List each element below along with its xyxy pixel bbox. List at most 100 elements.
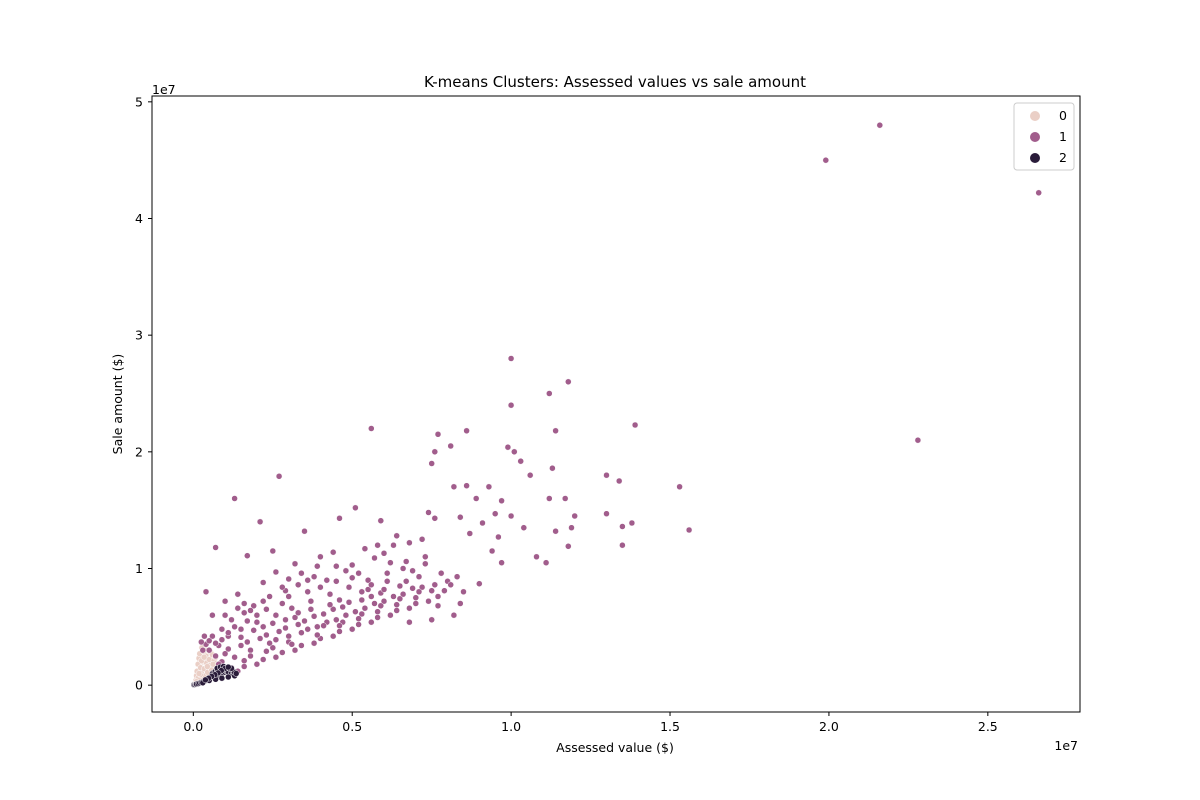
data-point-cluster-1 (402, 578, 410, 585)
data-point-cluster-1 (504, 443, 512, 451)
x-tick-label: 1.5 (660, 719, 680, 734)
data-point-cluster-1 (310, 639, 318, 647)
data-point-cluster-1 (428, 587, 435, 594)
data-point-cluster-1 (298, 642, 305, 649)
data-point-cluster-1 (552, 427, 559, 435)
data-point-cluster-1 (377, 517, 385, 524)
data-point-cluster-1 (307, 597, 315, 605)
data-point-cluster-1 (520, 524, 528, 531)
data-point-cluster-1 (437, 569, 445, 577)
data-point-cluster-1 (425, 597, 432, 605)
data-point-cluster-1 (348, 625, 356, 633)
data-point-cluster-1 (304, 576, 311, 584)
data-point-cluster-1 (291, 560, 299, 568)
points-layer (190, 121, 1042, 689)
data-point-cluster-1 (406, 618, 413, 626)
x-tick-label: 2.5 (978, 719, 998, 734)
data-point-cluster-1 (266, 639, 273, 647)
data-point-cluster-1 (209, 611, 216, 619)
data-point-cluster-1 (876, 121, 884, 129)
data-point-cluster-1 (272, 653, 280, 661)
y-offset-label: 1e7 (152, 82, 176, 97)
data-point-cluster-1 (434, 431, 442, 438)
data-point-cluster-1 (387, 611, 394, 619)
data-point-cluster-1 (361, 604, 369, 612)
data-point-cluster-1 (542, 559, 550, 566)
data-point-cluster-1 (272, 611, 280, 619)
data-point-cluster-1 (399, 565, 407, 572)
data-point-cluster-1 (231, 495, 238, 502)
data-point-cluster-1 (368, 581, 375, 589)
data-point-cluster-1 (425, 509, 432, 516)
data-point-cluster-2 (232, 670, 240, 677)
legend-marker-2 (1030, 153, 1040, 163)
data-point-cluster-1 (685, 526, 693, 534)
data-point-cluster-1 (237, 625, 245, 633)
data-point-cluster-1 (368, 618, 375, 626)
data-point-cluster-1 (631, 421, 639, 429)
legend-label-2: 2 (1059, 150, 1067, 165)
data-point-cluster-1 (310, 573, 318, 580)
data-point-cluster-2 (218, 674, 226, 682)
data-point-cluster-1 (336, 622, 343, 629)
data-point-cluster-1 (368, 593, 375, 600)
x-tick-label: 0.0 (183, 719, 203, 734)
data-point-cluster-1 (368, 425, 375, 432)
data-point-cluster-1 (396, 582, 404, 590)
data-point-cluster-1 (253, 611, 261, 619)
data-point-cluster-1 (269, 620, 277, 627)
data-point-cluster-1 (571, 512, 578, 520)
data-point-cluster-1 (259, 623, 267, 631)
data-point-cluster-1 (256, 635, 264, 642)
y-tick-label: 4 (135, 211, 143, 226)
data-point-cluster-1 (412, 594, 420, 601)
data-point-cluster-1 (304, 588, 311, 596)
data-point-cluster-1 (256, 518, 264, 526)
data-point-cluster-1 (301, 617, 308, 625)
data-point-cluster-1 (263, 648, 270, 655)
data-point-cluster-1 (209, 632, 216, 640)
y-tick-label: 0 (135, 678, 143, 693)
data-point-cluster-1 (549, 464, 556, 472)
legend: 0 1 2 (1013, 102, 1075, 171)
data-point-cluster-1 (244, 552, 251, 559)
data-point-cluster-1 (422, 553, 429, 561)
data-point-cluster-1 (202, 588, 210, 596)
data-point-cluster-1 (198, 638, 205, 646)
data-point-cluster-1 (247, 607, 254, 614)
data-point-cluster-1 (212, 639, 219, 647)
y-tick-label: 1 (135, 561, 143, 576)
data-point-cluster-1 (479, 519, 486, 527)
data-point-cluster-1 (463, 427, 470, 435)
data-point-cluster-1 (355, 615, 362, 622)
data-point-cluster-1 (304, 625, 311, 633)
data-point-cluster-1 (447, 581, 454, 589)
data-point-cluster-1 (568, 524, 575, 531)
data-point-cluster-1 (275, 473, 283, 480)
data-point-cluster-1 (244, 638, 251, 646)
data-point-cluster-1 (326, 590, 334, 598)
data-point-cluster-1 (272, 636, 280, 643)
data-point-cluster-1 (472, 495, 480, 502)
data-point-cluster-1 (336, 596, 343, 604)
data-point-cluster-1 (619, 541, 626, 549)
y-tick-label: 2 (135, 444, 143, 459)
data-point-cluster-1 (393, 607, 400, 614)
data-point-cluster-1 (221, 597, 229, 605)
data-point-cluster-1 (453, 573, 461, 580)
data-point-cluster-1 (546, 390, 553, 397)
data-point-cluster-1 (441, 587, 448, 594)
data-point-cluster-1 (348, 561, 356, 569)
data-point-cluster-1 (415, 573, 423, 580)
data-point-cluster-1 (396, 595, 404, 603)
data-point-cluster-1 (221, 611, 229, 619)
data-point-cluster-1 (352, 608, 359, 615)
data-point-cluster-1 (498, 559, 505, 566)
data-point-cluster-1 (231, 623, 238, 631)
data-point-cluster-1 (314, 631, 321, 639)
data-point-cluster-1 (285, 593, 292, 600)
data-point-cluster-0 (200, 653, 208, 661)
data-point-cluster-1 (298, 569, 305, 577)
data-point-cluster-1 (517, 457, 524, 465)
